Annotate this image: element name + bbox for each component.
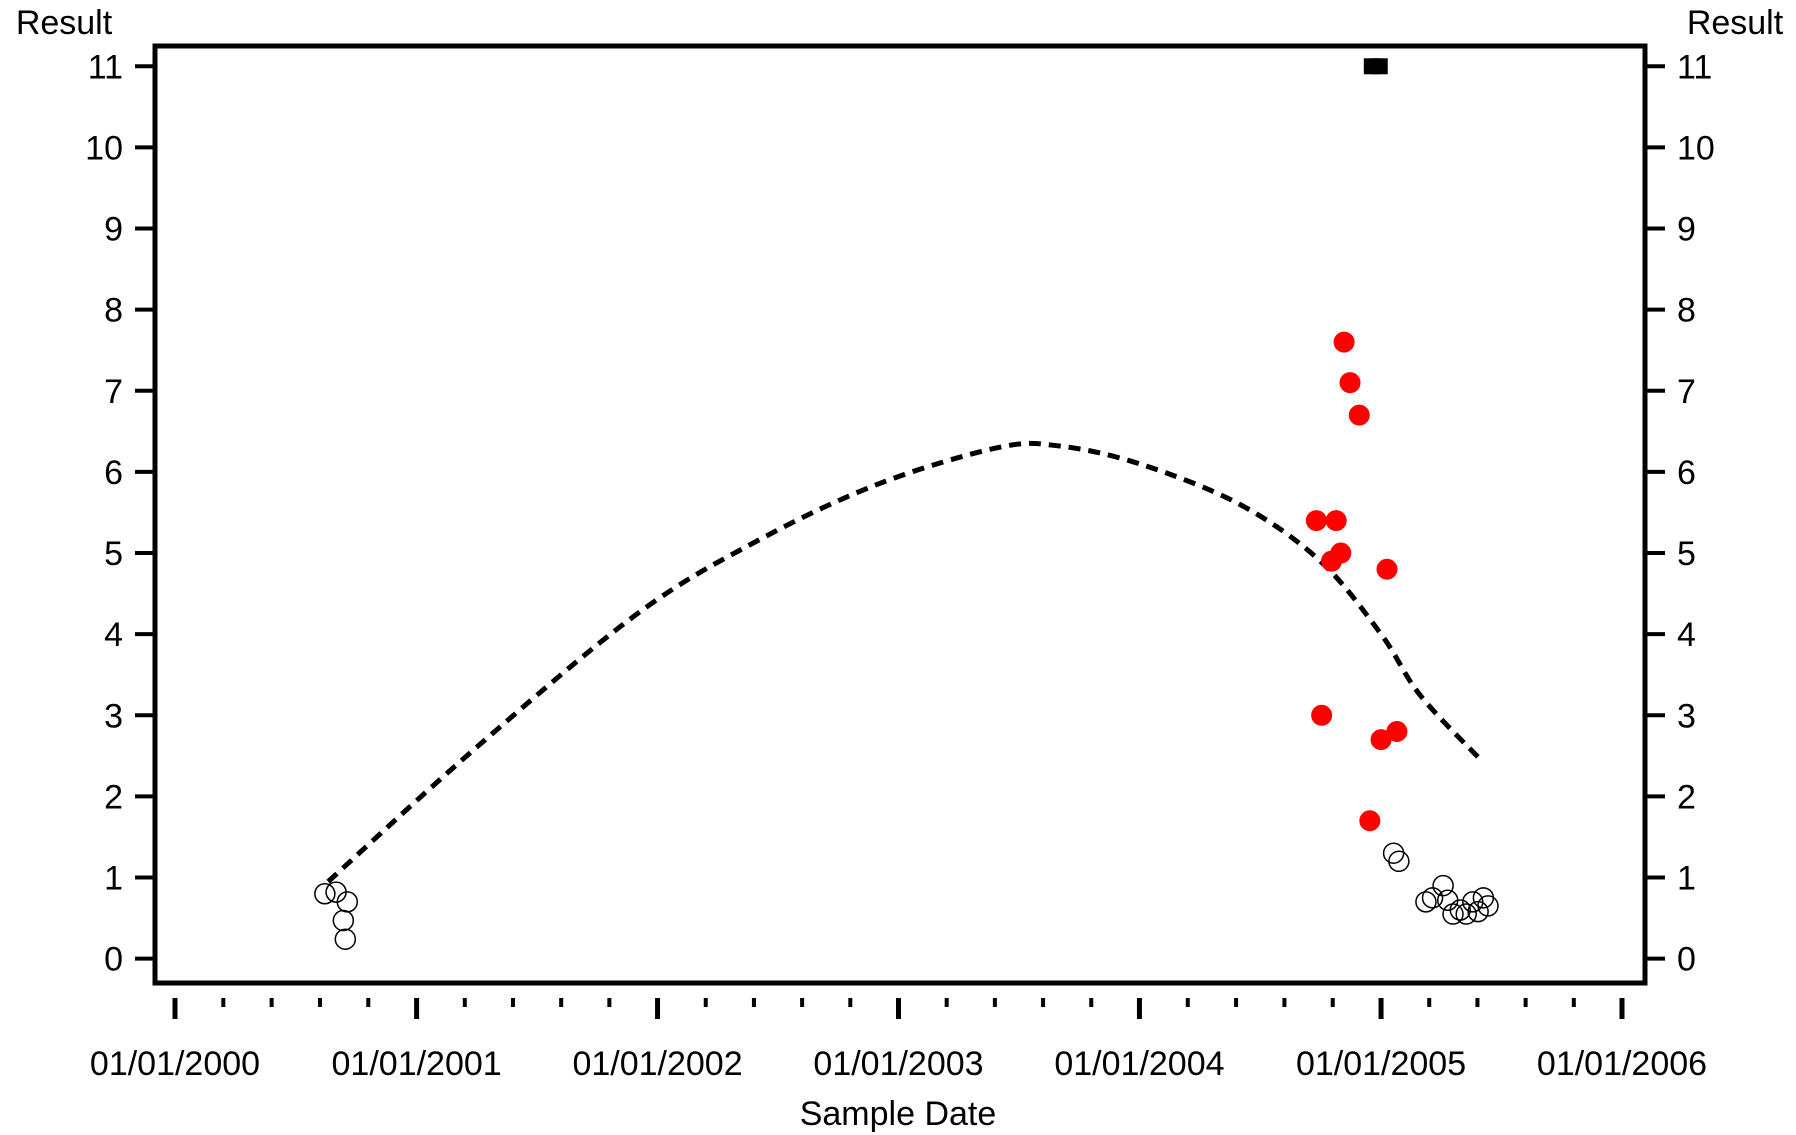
y-tick-label-right: 7: [1677, 373, 1696, 411]
data-points-layer: [314, 58, 1499, 950]
data-point-square: [1371, 58, 1388, 75]
axis-titles: Result Result Sample Date: [16, 4, 1784, 1133]
data-point-open: [332, 909, 355, 932]
y-tick-label-left: 7: [104, 373, 123, 411]
x-tick-label: 01/01/2000: [90, 1045, 260, 1083]
y-tick-label-right: 2: [1677, 778, 1696, 816]
y-tick-label-right: 3: [1677, 697, 1696, 735]
y-tick-label-right: 6: [1677, 454, 1696, 492]
data-point-detected: [1325, 510, 1347, 532]
data-point-open: [1462, 891, 1484, 913]
x-tick-label: 01/01/2002: [572, 1045, 742, 1083]
y-tick-label-left: 3: [104, 697, 123, 735]
x-tick-label: 01/01/2004: [1054, 1045, 1224, 1083]
y-tick-label-left: 10: [85, 129, 123, 167]
data-point-detected: [1305, 510, 1327, 532]
data-point-open: [1449, 899, 1472, 921]
data-point-open: [1477, 895, 1499, 917]
data-point-open: [1415, 891, 1437, 913]
data-point-open: [336, 891, 359, 913]
y-tick-label-right: 5: [1677, 535, 1696, 573]
y-tick-label-left: 1: [104, 860, 123, 898]
y-tick-label-left: 5: [104, 535, 123, 573]
y-tick-label-right: 0: [1677, 941, 1696, 979]
x-axis-title: Sample Date: [800, 1095, 997, 1133]
data-point-detected: [1311, 704, 1333, 726]
data-point-detected: [1348, 404, 1370, 426]
x-tick-label: 01/01/2003: [813, 1045, 983, 1083]
data-point-open: [1467, 900, 1489, 923]
data-point-open: [1432, 874, 1454, 897]
data-point-detected: [1333, 331, 1355, 353]
data-point-detected: [1376, 558, 1398, 580]
plot-border: [152, 43, 1648, 986]
y-axis-title-left: Result: [16, 4, 113, 42]
x-tick-label: 01/01/2005: [1296, 1045, 1466, 1083]
y-tick-label-right: 1: [1677, 860, 1696, 898]
plot-frame: [152, 43, 1648, 986]
y-tick-label-left: 11: [88, 48, 123, 86]
data-point-open: [1455, 903, 1477, 925]
y-tick-label-left: 0: [104, 941, 123, 979]
data-point-detected: [1386, 721, 1408, 743]
y-tick-label-left: 2: [104, 778, 123, 816]
data-point-detected: [1339, 372, 1361, 394]
data-point-open: [1388, 850, 1410, 873]
x-tick-label: 01/01/2001: [332, 1045, 502, 1083]
trend-line: [326, 440, 1483, 884]
y-tick-label-left: 9: [104, 211, 123, 249]
trend-line-layer: [326, 440, 1483, 884]
data-point-detected: [1330, 542, 1352, 564]
y-tick-label-left: 8: [104, 292, 123, 330]
data-point-open: [314, 883, 336, 905]
y-tick-label-right: 11: [1677, 48, 1712, 86]
x-tick-label: 01/01/2006: [1537, 1045, 1707, 1083]
y-axis-title-right: Result: [1687, 4, 1784, 42]
data-point-open: [1421, 887, 1444, 909]
data-point-detected: [1359, 810, 1381, 832]
y-tick-label-left: 6: [104, 454, 123, 492]
data-point-open: [334, 928, 357, 950]
y-tick-label-right: 8: [1677, 292, 1696, 330]
x-axis-ticks: 01/01/2000 01/01/2001 01/01/2002 01/01/2003…: [90, 998, 1707, 1083]
y-tick-label-right: 9: [1677, 211, 1696, 249]
y-tick-label-right: 4: [1677, 616, 1696, 654]
y-tick-label-left: 4: [104, 616, 123, 654]
y-tick-label-right: 10: [1677, 129, 1715, 167]
data-point-open: [1436, 889, 1459, 912]
